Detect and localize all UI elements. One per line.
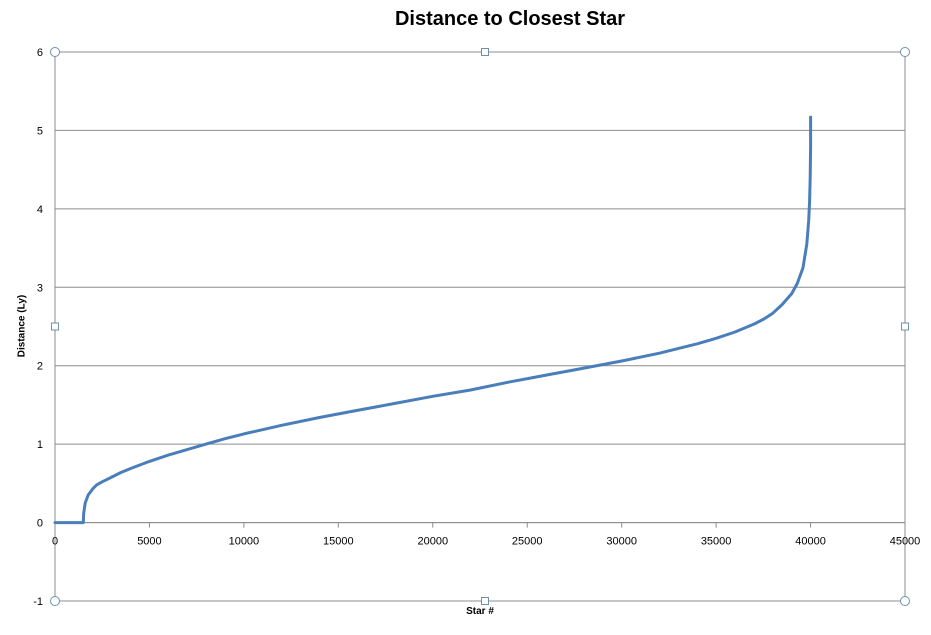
x-tick-label: 20000 [417, 536, 448, 548]
y-tick-label: 6 [37, 47, 43, 59]
corner-resize-handle[interactable] [900, 47, 910, 57]
edge-resize-handle[interactable] [51, 322, 59, 331]
selection-handles[interactable] [50, 47, 910, 606]
x-tick-label: 15000 [323, 536, 354, 548]
y-tick-label: 4 [37, 204, 43, 216]
x-tick-label: 40000 [795, 536, 826, 548]
edge-resize-handle[interactable] [901, 322, 909, 331]
series-layer [53, 115, 813, 525]
x-tick-label: 0 [52, 536, 58, 548]
y-tick-label: 2 [37, 361, 43, 373]
y-tick-label: 0 [37, 518, 43, 530]
x-tick-label: 30000 [606, 536, 637, 548]
gridlines [55, 51, 905, 602]
x-tick-label: 10000 [229, 536, 260, 548]
x-axis-label: Star # [466, 606, 494, 617]
y-tick-label: -1 [33, 596, 43, 608]
x-tick-label: 35000 [701, 536, 732, 548]
corner-resize-handle[interactable] [50, 47, 60, 57]
y-tick-label: 5 [37, 125, 43, 137]
x-tick-label: 5000 [137, 536, 161, 548]
y-tick-label: 1 [37, 439, 43, 451]
axes [54, 52, 906, 601]
tick-labels: -1 0 1 2 3 4 5 6 0 5000 10000 15000 20000 25000 30000 3… [33, 47, 920, 608]
x-tick-label: 25000 [512, 536, 543, 548]
chart-title: Distance to Closest Star [394, 8, 626, 30]
corner-resize-handle[interactable] [900, 596, 910, 606]
series-line-0 [53, 115, 813, 525]
edge-resize-handle[interactable] [481, 597, 489, 605]
x-tick-label: 45000 [890, 536, 921, 548]
y-tick-label: 3 [37, 282, 43, 294]
corner-resize-handle[interactable] [50, 596, 60, 606]
edge-resize-handle[interactable] [481, 48, 489, 56]
